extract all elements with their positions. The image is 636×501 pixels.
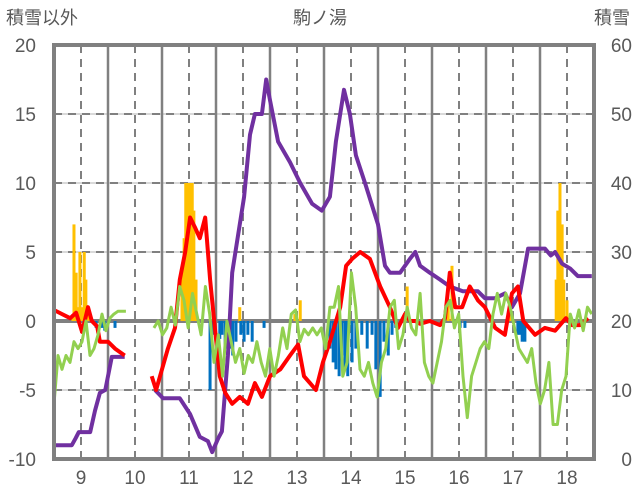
bar-negative <box>262 321 266 328</box>
x-tick-label: 13 <box>286 468 307 489</box>
bar-negative <box>350 321 354 363</box>
x-tick-label: 15 <box>394 468 415 489</box>
y-left-tick-label: -10 <box>9 450 36 471</box>
bar-positive <box>192 210 196 321</box>
bar-negative <box>382 321 386 342</box>
bar-positive <box>298 300 302 321</box>
bar-negative <box>100 321 104 328</box>
bar-negative <box>374 321 378 370</box>
bar-negative <box>218 321 222 339</box>
lines <box>52 77 594 455</box>
bar-positive <box>565 300 569 321</box>
right-axis-title: 積雪 <box>594 8 630 29</box>
x-tick-label: 14 <box>340 468 362 489</box>
y-right-tick-label: 60 <box>611 36 632 57</box>
bars <box>71 183 569 397</box>
bar-negative <box>239 321 243 335</box>
y-left-tick-label: 15 <box>15 105 36 126</box>
series-green-line <box>152 271 594 426</box>
bar-positive <box>84 279 88 321</box>
bar-positive <box>405 286 409 321</box>
series-red-line <box>149 215 590 406</box>
left-axis-title: 積雪以外 <box>6 8 78 29</box>
bar-negative <box>246 321 250 335</box>
bar-negative <box>370 321 374 335</box>
chart-title: 駒ノ湯 <box>293 8 347 29</box>
y-right-tick-label: 20 <box>611 312 632 333</box>
bar-positive <box>182 238 186 321</box>
bar-positive <box>556 210 560 321</box>
y-left-tick-label: -5 <box>19 381 36 402</box>
y-left-tick-label: 0 <box>25 312 36 333</box>
y-right-tick-label: 10 <box>611 381 632 402</box>
bar-positive <box>238 307 242 321</box>
bar-positive <box>82 252 86 321</box>
y-right-tick-label: 50 <box>611 105 632 126</box>
bar-negative <box>390 321 394 335</box>
bar-positive <box>86 314 90 321</box>
series-red-line <box>53 305 126 358</box>
bar-positive <box>560 224 564 321</box>
bar-negative <box>337 321 341 377</box>
bar-positive <box>78 252 82 321</box>
bar-negative <box>378 321 382 397</box>
plot-frame <box>52 43 596 461</box>
bar-positive <box>558 183 562 321</box>
bar-negative <box>360 321 364 335</box>
bar-negative <box>463 321 467 328</box>
y-right-tick-label: 0 <box>621 450 632 471</box>
x-tick-label: 9 <box>76 468 87 489</box>
x-tick-label: 16 <box>448 468 469 489</box>
bar-negative <box>231 321 235 356</box>
bar-positive <box>293 314 297 321</box>
series-green-line <box>52 309 126 404</box>
tick-labels: 9 10 11 12 13 14 15 16 17 18 -10 -5 0 5 10 15 20 0 10 20 30 4… <box>9 36 632 489</box>
grid <box>54 45 594 459</box>
bar-negative <box>331 321 335 363</box>
y-right-tick-label: 30 <box>611 243 632 264</box>
y-right-tick-label: 40 <box>611 174 632 195</box>
y-left-tick-label: 10 <box>15 174 36 195</box>
bar-positive <box>446 300 450 321</box>
bar-negative <box>516 321 520 335</box>
bar-negative <box>234 321 238 342</box>
bar-positive <box>194 279 198 321</box>
bar-positive <box>562 279 566 321</box>
x-tick-label: 11 <box>179 468 199 489</box>
bar-negative <box>343 321 347 370</box>
bar-positive <box>554 279 558 321</box>
x-tick-label: 12 <box>232 468 253 489</box>
bar-negative <box>250 321 254 342</box>
x-tick-label: 17 <box>502 468 523 489</box>
bar-negative <box>520 321 524 342</box>
x-tick-label: 18 <box>556 468 577 489</box>
series-purple-line <box>54 354 125 448</box>
y-left-tick-label: 5 <box>25 243 36 264</box>
y-left-tick-label: 20 <box>15 36 36 57</box>
bar-negative <box>523 321 527 342</box>
bar-negative <box>242 321 246 342</box>
bar-positive <box>74 272 78 321</box>
bar-negative <box>518 321 522 335</box>
bar-positive <box>188 183 192 321</box>
bar-negative <box>334 321 338 370</box>
x-tick-label: 10 <box>124 468 145 489</box>
bar-negative <box>354 321 358 349</box>
series-purple-line <box>153 77 592 455</box>
bar-positive <box>190 183 194 321</box>
bar-negative <box>365 321 369 349</box>
bar-negative <box>220 321 224 335</box>
bar-negative <box>113 321 117 328</box>
bar-negative <box>208 321 212 390</box>
bar-positive <box>186 183 190 321</box>
bar-positive <box>80 307 84 321</box>
bar-positive <box>72 224 76 321</box>
